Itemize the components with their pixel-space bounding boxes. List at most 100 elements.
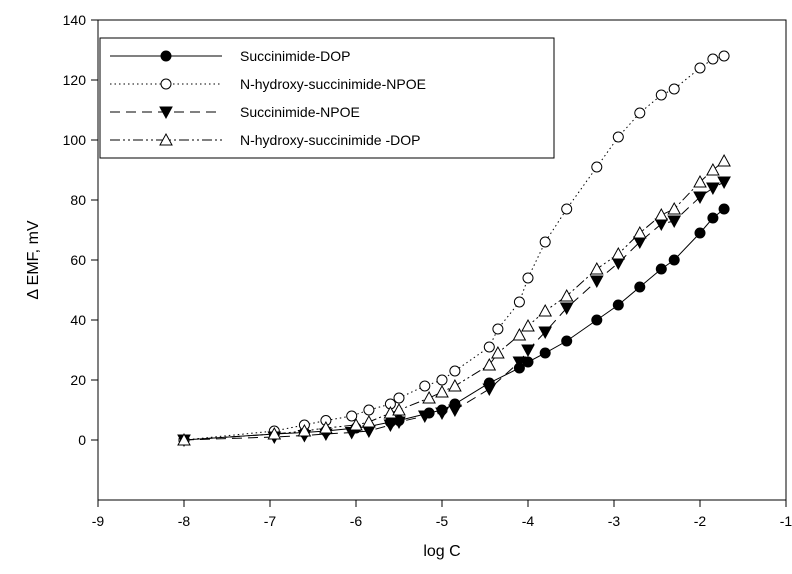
data-point	[538, 303, 553, 317]
data-point	[591, 161, 603, 173]
data-point	[392, 402, 406, 416]
data-point	[267, 426, 282, 440]
data-point	[449, 365, 461, 377]
data-point	[668, 254, 680, 266]
data-point	[591, 314, 603, 326]
data-point	[363, 404, 375, 416]
x-tick-label: -3	[608, 513, 621, 529]
y-tick-label: 120	[63, 72, 87, 88]
data-point	[561, 335, 573, 347]
x-tick-label: -6	[350, 513, 363, 529]
data-point	[419, 380, 431, 392]
legend-marker	[159, 106, 173, 120]
y-tick-label: 40	[70, 312, 86, 328]
series-4	[177, 153, 731, 446]
data-point	[392, 416, 406, 430]
data-point	[522, 272, 534, 284]
series-3	[177, 176, 731, 448]
data-point	[362, 414, 376, 428]
x-tick-label: -1	[780, 513, 792, 529]
legend-label: Succinimide-NPOE	[240, 104, 360, 120]
x-axis-title: log C	[423, 543, 460, 560]
legend-label: N-hydroxy-succinimide -DOP	[240, 132, 420, 148]
data-point	[512, 356, 527, 370]
data-point	[559, 302, 574, 316]
data-point	[177, 432, 191, 446]
data-point	[448, 404, 462, 418]
y-tick-label: 60	[70, 252, 86, 268]
data-point	[393, 392, 405, 404]
data-point	[561, 203, 573, 215]
data-point	[346, 410, 358, 422]
data-point	[538, 326, 553, 340]
data-point	[611, 257, 626, 271]
data-point	[297, 423, 312, 437]
y-tick-label: 20	[70, 372, 86, 388]
data-point	[707, 212, 719, 224]
data-point	[422, 390, 436, 404]
data-point	[539, 347, 551, 359]
series-line	[183, 181, 725, 441]
data-point	[693, 174, 707, 188]
data-point	[693, 191, 707, 205]
legend: Succinimide-DOP N-hydroxy-succinimide-NPO…	[99, 37, 555, 159]
data-point	[717, 153, 731, 167]
y-tick-label: 0	[78, 432, 86, 448]
data-point	[539, 236, 551, 248]
data-point	[611, 246, 626, 260]
data-point	[349, 417, 363, 431]
x-tick-label: -5	[436, 513, 449, 529]
y-tick-label: 140	[63, 12, 87, 28]
legend-label: Succinimide-DOP	[240, 48, 350, 64]
data-point	[512, 327, 527, 341]
data-point	[718, 203, 730, 215]
data-point	[634, 281, 646, 293]
legend-box	[99, 37, 555, 159]
x-tick-label: -7	[264, 513, 277, 529]
data-point	[634, 107, 646, 119]
data-point	[383, 419, 398, 433]
data-point	[319, 420, 333, 434]
legend-marker	[160, 50, 172, 62]
series-line	[183, 160, 725, 441]
axes-layer: -9 -8 -7 -6 -5 -4 -3 -2 -1 0 20 40 60 80 100 120 140	[63, 12, 792, 529]
legend-marker	[159, 132, 173, 146]
data-point	[706, 162, 720, 176]
data-point	[513, 296, 525, 308]
data-point	[482, 357, 497, 371]
data-point	[491, 345, 505, 359]
data-point	[435, 384, 449, 398]
data-point	[612, 131, 624, 143]
y-axis-title: Δ EMF, mV	[25, 220, 42, 299]
legend-marker	[160, 78, 172, 90]
data-point	[654, 218, 669, 232]
data-point	[483, 341, 495, 353]
data-point	[655, 89, 667, 101]
data-point	[521, 344, 535, 358]
data-point	[632, 225, 647, 239]
data-point	[667, 215, 682, 229]
data-point	[694, 227, 706, 239]
data-point	[655, 263, 667, 275]
series-layer	[177, 50, 731, 448]
x-tick-label: -4	[522, 513, 535, 529]
data-point	[589, 261, 604, 275]
legend-label: N-hydroxy-succinimide-NPOE	[240, 76, 426, 92]
data-point	[694, 62, 706, 74]
data-point	[667, 201, 682, 215]
y-tick-label: 80	[70, 192, 86, 208]
x-tick-label: -2	[694, 513, 707, 529]
data-point	[654, 207, 669, 221]
x-tick-label: -9	[92, 513, 105, 529]
data-point	[668, 83, 680, 95]
data-point	[612, 299, 624, 311]
data-point	[559, 288, 574, 302]
data-point	[435, 407, 449, 421]
data-point	[417, 410, 432, 424]
data-point	[482, 383, 497, 397]
data-point	[706, 182, 720, 196]
data-point	[436, 374, 448, 386]
data-point	[707, 53, 719, 65]
data-point	[448, 378, 462, 392]
